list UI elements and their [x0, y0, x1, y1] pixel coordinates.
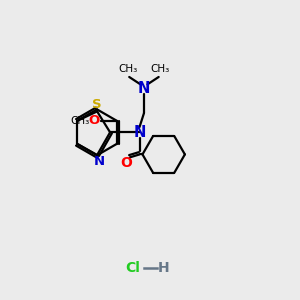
Text: Cl: Cl [125, 261, 140, 275]
Text: CH₃: CH₃ [118, 64, 137, 74]
Text: H: H [158, 261, 169, 275]
Text: S: S [92, 98, 101, 111]
Text: O: O [120, 156, 132, 170]
Text: CH₃: CH₃ [151, 64, 170, 74]
Text: N: N [133, 125, 146, 140]
Text: N: N [94, 155, 105, 168]
Text: O: O [89, 114, 100, 127]
Text: CH₃: CH₃ [70, 116, 89, 126]
Text: N: N [138, 81, 150, 96]
